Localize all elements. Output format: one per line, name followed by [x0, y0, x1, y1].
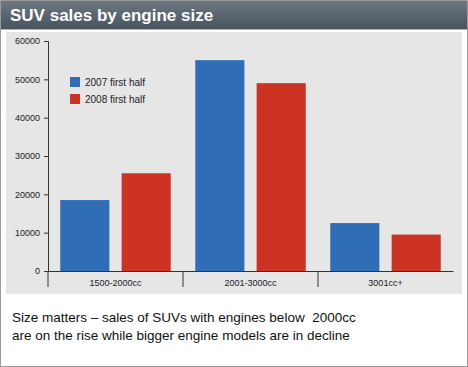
caption: Size matters – sales of SUVs with engine…	[12, 310, 356, 325]
y-tick: 30000	[15, 151, 48, 161]
y-tick: 0	[35, 266, 48, 276]
x-tick-label: 2001-3000cc	[224, 278, 277, 288]
legend-swatch	[70, 94, 80, 104]
category-separator	[183, 271, 184, 287]
bar	[257, 83, 306, 271]
category-separator	[48, 271, 49, 287]
y-tick-label: 60000	[15, 36, 40, 46]
y-tick: 20000	[15, 190, 48, 200]
y-tick-mark	[44, 41, 48, 42]
y-tick-mark	[44, 156, 48, 157]
x-tick-label: 3001cc+	[368, 278, 402, 288]
y-tick: 10000	[15, 228, 48, 238]
category-separator	[318, 271, 319, 287]
y-tick-label: 10000	[15, 228, 40, 238]
header-rule	[1, 29, 467, 30]
y-tick: 40000	[15, 113, 48, 123]
title: SUV sales by engine size	[10, 6, 213, 25]
x-tick: 3001cc+	[368, 278, 402, 288]
x-axis: 1500-2000cc 2001-3000cc 3001cc+	[49, 272, 454, 289]
y-axis: 0 10000 20000 30000 40000 50000 60000	[15, 36, 49, 276]
legend: 2007 first half 2008 first half	[70, 77, 145, 105]
legend-label: 2007 first half	[85, 77, 145, 88]
legend-swatch	[70, 77, 80, 87]
y-tick-mark	[44, 233, 48, 234]
y-tick-mark	[44, 194, 48, 195]
bars	[60, 60, 440, 271]
bar	[122, 173, 171, 271]
y-tick-label: 20000	[15, 190, 40, 200]
x-axis-line	[49, 271, 454, 272]
y-tick-label: 30000	[15, 151, 40, 161]
legend-label: 2008 first half	[85, 94, 145, 105]
x-tick: 2001-3000cc	[224, 278, 277, 288]
plot-background	[6, 32, 462, 294]
bar	[195, 60, 244, 271]
y-tick-label: 0	[35, 266, 40, 276]
y-tick-mark	[44, 271, 48, 272]
bar	[330, 223, 379, 271]
x-tick-label: 1500-2000cc	[89, 278, 142, 288]
y-tick: 50000	[15, 75, 48, 85]
y-axis-line	[44, 42, 49, 272]
bar	[60, 200, 109, 271]
header-bar	[1, 1, 467, 29]
caption: are on the rise while bigger engine mode…	[12, 328, 350, 343]
y-tick-mark	[44, 118, 48, 119]
y-tick-label: 50000	[15, 75, 40, 85]
bar	[392, 235, 441, 271]
y-tick-label: 40000	[15, 113, 40, 123]
x-tick: 1500-2000cc	[89, 278, 142, 288]
y-tick-mark	[44, 79, 48, 80]
chart: SUV sales by engine size 0 10000 20000 30000…	[0, 0, 468, 367]
frame	[1, 1, 468, 367]
y-tick: 60000	[15, 36, 48, 46]
